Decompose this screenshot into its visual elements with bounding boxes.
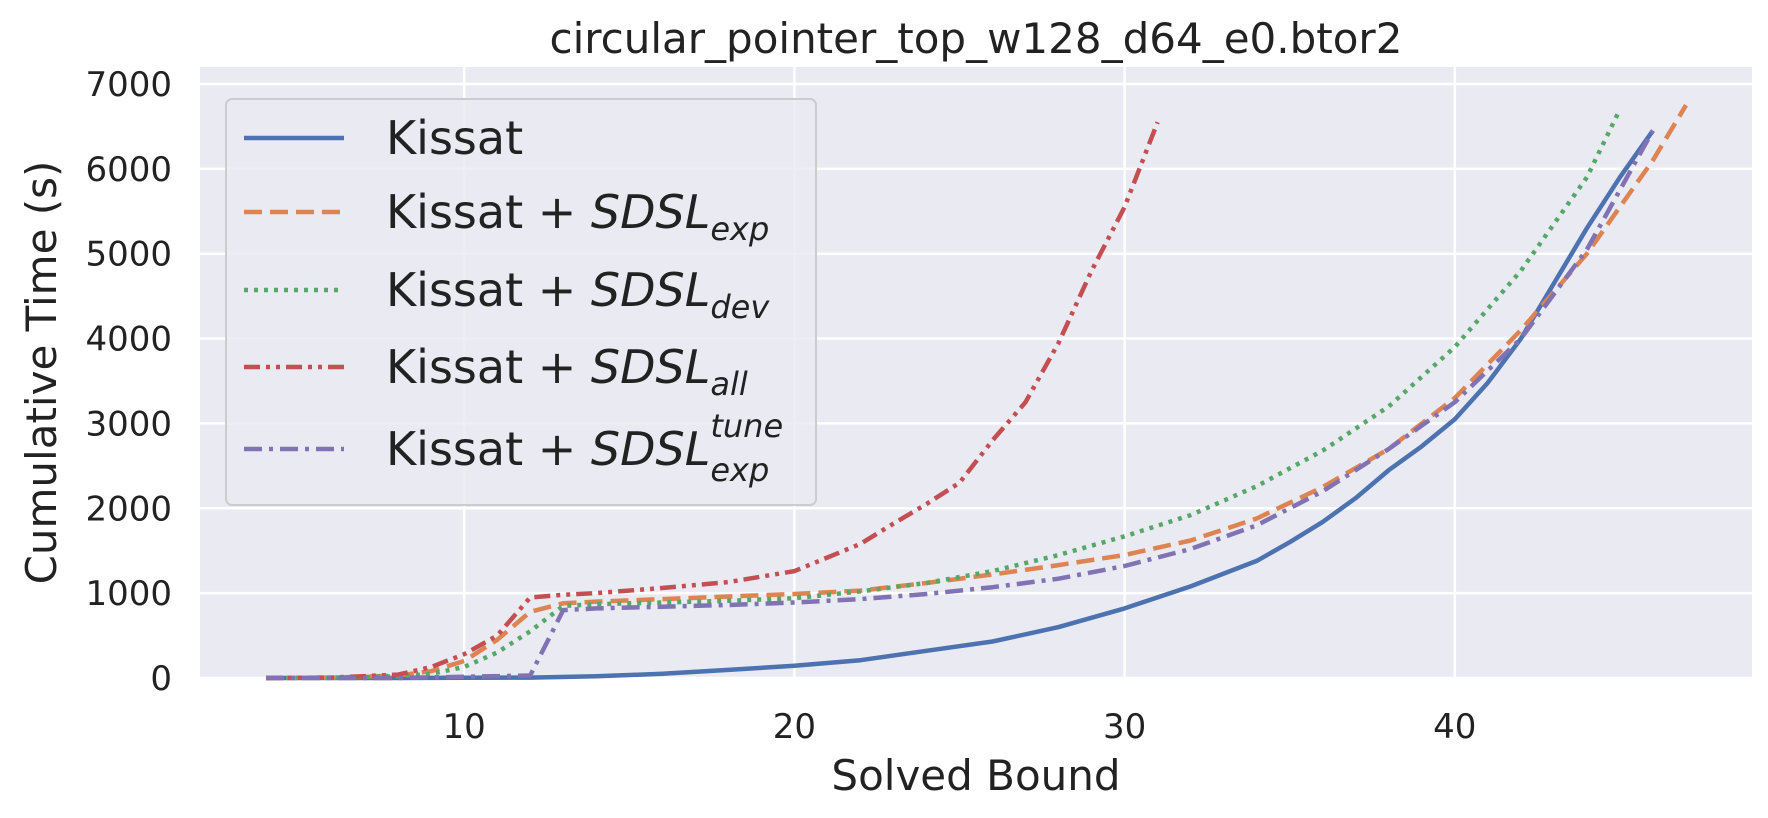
- x-tick-label: 40: [1433, 707, 1476, 747]
- y-tick-label: 1000: [85, 574, 172, 614]
- legend-entry: Kissat + SDSLall: [386, 340, 748, 403]
- series-line-3: [265, 108, 1622, 681]
- y-tick-label: 6000: [85, 150, 172, 190]
- legend-box: [225, 98, 817, 506]
- legend-entry: Kissat: [386, 111, 523, 165]
- series-line-1: [266, 129, 1655, 681]
- x-axis-label: Solved Bound: [831, 751, 1120, 800]
- series-line-5: [266, 129, 1655, 681]
- y-tick-label: 7000: [85, 65, 172, 105]
- y-tick-label: 3000: [85, 404, 172, 444]
- y-tick-labels: 0 1000 2000 3000 4000 5000 6000 7000: [85, 65, 172, 699]
- y-tick-label: 2000: [85, 489, 172, 529]
- series-lines: [265, 104, 1688, 681]
- y-tick-label: 4000: [85, 320, 172, 360]
- legend-entry: Kissat + SDSLexp: [386, 185, 769, 248]
- y-axis-label: Cumulative Time (s): [17, 161, 66, 585]
- x-tick-label: 10: [443, 707, 486, 747]
- x-tick-label: 20: [773, 707, 816, 747]
- series-line-2: [265, 104, 1688, 681]
- y-tick-label: 5000: [85, 235, 172, 275]
- y-tick-label: 0: [150, 659, 172, 699]
- x-tick-label: 30: [1103, 707, 1146, 747]
- chart-title: circular_pointer_top_w128_d64_e0.btor2: [550, 14, 1403, 63]
- legend: Kissat Kissat + SDSLexp Kissat + SDSLdev Ki…: [225, 98, 817, 506]
- x-tick-labels: 10 20 30 40: [443, 707, 1477, 747]
- legend-entry: Kissat + SDSLdev: [386, 263, 770, 326]
- series-line-4: [265, 121, 1160, 681]
